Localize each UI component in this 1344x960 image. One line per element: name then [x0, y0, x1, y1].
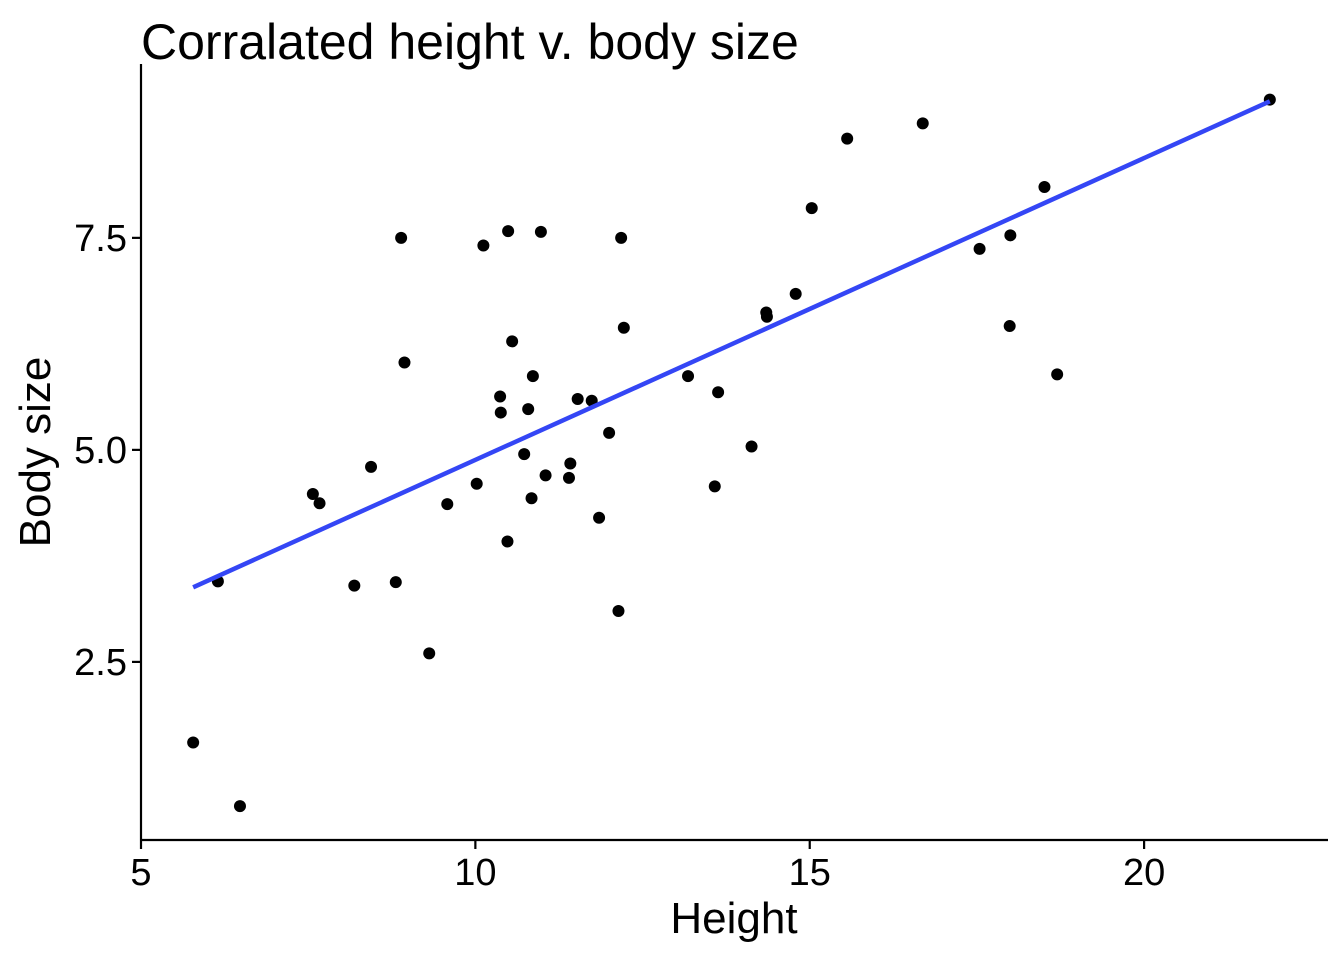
data-point — [712, 386, 725, 399]
data-point — [562, 471, 575, 484]
data-point — [789, 287, 802, 300]
data-point — [617, 321, 630, 334]
data-point — [398, 356, 411, 369]
data-point — [441, 498, 454, 511]
data-point — [593, 511, 606, 524]
data-point — [973, 242, 986, 255]
x-tick-label: 20 — [1123, 852, 1165, 894]
data-point — [916, 117, 929, 130]
trend-line — [192, 99, 1271, 590]
x-tick-label: 15 — [789, 852, 831, 894]
data-point — [526, 370, 539, 383]
chart-title: Corralated height v. body size — [141, 14, 799, 70]
data-point — [564, 457, 577, 470]
x-axis-title: Height — [670, 894, 797, 943]
data-point — [348, 579, 361, 592]
plot-area — [187, 93, 1276, 813]
data-point — [365, 460, 378, 473]
data-point — [615, 231, 628, 244]
data-point — [306, 487, 319, 500]
data-point — [525, 492, 538, 505]
data-point — [603, 426, 616, 439]
data-point — [494, 406, 507, 419]
data-point — [841, 132, 854, 145]
data-point — [389, 576, 402, 589]
data-point — [501, 535, 514, 548]
data-point — [395, 231, 408, 244]
data-point — [518, 448, 531, 461]
data-point — [805, 202, 818, 215]
data-point — [233, 800, 246, 813]
data-point — [1051, 368, 1064, 381]
y-axis-title: Body size — [11, 357, 60, 548]
data-point — [571, 392, 584, 405]
data-point — [1004, 229, 1017, 242]
data-point — [1003, 320, 1016, 333]
y-tick-label: 2.5 — [74, 642, 127, 684]
data-point — [423, 647, 436, 660]
data-point — [313, 497, 326, 510]
data-point — [187, 736, 200, 749]
axes: 5 10 15 20 2.5 5.0 7.5 — [74, 64, 1328, 894]
data-point — [494, 390, 507, 403]
data-point — [477, 239, 490, 252]
data-point — [539, 469, 552, 482]
data-point — [682, 370, 695, 383]
data-point — [745, 440, 758, 453]
data-point — [522, 403, 535, 416]
y-tick-label: 7.5 — [74, 218, 127, 260]
x-tick-label: 5 — [130, 852, 151, 894]
data-point — [506, 335, 519, 348]
data-point — [502, 225, 515, 238]
data-point — [534, 225, 547, 238]
data-point — [708, 480, 721, 493]
y-tick-label: 5.0 — [74, 430, 127, 472]
data-point — [760, 310, 773, 323]
data-point — [1038, 180, 1051, 193]
data-point — [470, 477, 483, 490]
x-tick-label: 10 — [454, 852, 496, 894]
data-point — [612, 605, 625, 618]
